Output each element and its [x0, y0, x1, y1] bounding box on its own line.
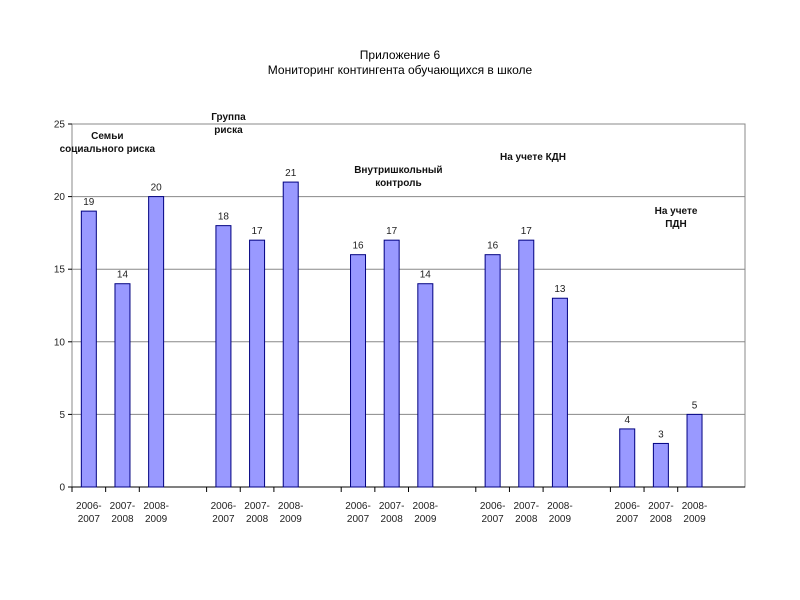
bar	[652, 442, 669, 488]
x-tick-label: 2006-2007	[614, 501, 640, 525]
x-tick-label: 2008-2009	[547, 501, 573, 525]
data-label: 17	[386, 226, 398, 237]
group-annotation: На учете КДН	[500, 152, 566, 163]
y-tick-label: 0	[59, 483, 65, 494]
x-tick-label: 2008-2009	[278, 501, 304, 525]
group-annotation: Семьи социального риска	[60, 131, 156, 155]
data-label: 21	[285, 168, 297, 179]
data-label: 19	[83, 197, 95, 208]
chart-title: Приложение 6 Мониторинг контингента обуч…	[0, 48, 800, 78]
bar	[148, 196, 165, 488]
bar	[518, 239, 535, 488]
data-label: 16	[487, 241, 499, 252]
data-label: 20	[151, 183, 163, 194]
data-label: 16	[352, 241, 364, 252]
data-label: 3	[658, 429, 664, 440]
data-label: 17	[252, 226, 264, 237]
bar	[215, 225, 232, 488]
y-tick-label: 20	[54, 192, 66, 203]
bar	[417, 283, 434, 488]
group-annotation: Группа риска	[211, 112, 246, 136]
x-tick-label: 2007-2008	[110, 501, 136, 525]
group-annotation: Внутришкольный контроль	[354, 165, 442, 189]
x-tick-label: 2006-2007	[480, 501, 506, 525]
data-label: 14	[420, 270, 432, 281]
y-tick-label: 15	[54, 265, 66, 276]
x-tick-label: 2006-2007	[211, 501, 237, 525]
data-label: 17	[521, 226, 533, 237]
bar	[80, 210, 97, 488]
bar	[383, 239, 400, 488]
bar	[282, 181, 299, 488]
x-tick-label: 2008-2009	[143, 501, 169, 525]
data-label: 13	[554, 284, 566, 295]
x-tick-label: 2007-2008	[513, 501, 539, 525]
x-tick-label: 2008-2009	[682, 501, 708, 525]
data-label: 4	[624, 415, 630, 426]
x-tick-label: 2007-2008	[648, 501, 674, 525]
bar	[350, 254, 367, 488]
x-tick-label: 2007-2008	[379, 501, 405, 525]
data-label: 5	[692, 400, 698, 411]
bar	[619, 428, 636, 488]
bar	[484, 254, 501, 488]
chart-title-line2: Мониторинг контингента обучающихся в шко…	[267, 63, 533, 77]
x-tick-label: 2008-2009	[413, 501, 439, 525]
bar	[114, 283, 131, 488]
bar	[551, 297, 568, 488]
data-label: 14	[117, 270, 129, 281]
bar	[249, 239, 266, 488]
y-tick-label: 5	[59, 410, 65, 421]
x-tick-label: 2006-2007	[76, 501, 102, 525]
y-tick-label: 10	[54, 337, 66, 348]
data-label: 18	[218, 212, 230, 223]
group-annotation: На учете ПДН	[655, 206, 698, 230]
y-tick-label: 25	[54, 120, 66, 131]
x-tick-label: 2007-2008	[244, 501, 270, 525]
x-tick-label: 2006-2007	[345, 501, 371, 525]
bar	[686, 413, 703, 488]
chart-title-line1: Приложение 6	[359, 48, 441, 62]
